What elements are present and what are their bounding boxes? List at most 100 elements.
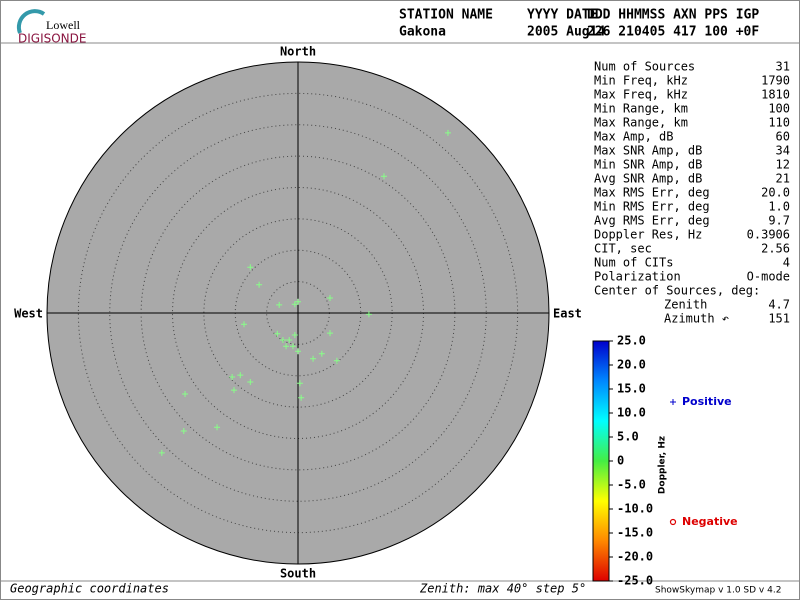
source-point (295, 298, 301, 305)
source-point (247, 379, 254, 386)
source-point (237, 372, 244, 379)
logo-top: Lowell (46, 18, 81, 32)
direction-east: East (553, 307, 582, 321)
source-point (365, 311, 372, 318)
header-label: STATION NAME (399, 8, 493, 23)
header-value: Gakona (399, 25, 446, 40)
source-point (296, 380, 303, 387)
center-title: Center of Sources, deg: (594, 284, 760, 298)
stat-value: O-mode (747, 270, 790, 284)
source-point (291, 301, 298, 308)
source-point (318, 350, 325, 357)
source-point (380, 173, 387, 180)
stat-label: Max Amp, dB (594, 130, 673, 144)
source-point (289, 343, 296, 350)
colorbar-tick-label: -20.0 (617, 550, 653, 564)
stat-label: CIT, sec (594, 242, 652, 256)
colorbar-label: Doppler, Hz (658, 436, 668, 494)
footer-right: ShowSkymap v 1.0 SD v 4.2 (655, 586, 781, 596)
direction-west: West (14, 307, 43, 321)
stat-label: Min Freq, kHz (594, 74, 688, 88)
header-label: YYYY DATE (527, 8, 597, 23)
source-point (256, 281, 263, 288)
center-label: Zenith (664, 298, 707, 312)
colorbar-tick-label: 5.0 (617, 430, 639, 444)
colorbar-tick-label: -25.0 (617, 574, 653, 588)
stat-value: 1810 (761, 88, 790, 102)
stat-value: 12 (776, 158, 790, 172)
stat-label: Num of Sources (594, 60, 695, 74)
source-point (214, 424, 221, 431)
source-point (295, 348, 301, 355)
source-point (276, 301, 283, 308)
legend-marker (669, 518, 677, 526)
legend-label: Negative (682, 515, 738, 528)
center-value: 4.7 (768, 298, 790, 312)
stat-label: Polarization (594, 270, 681, 284)
stat-value: 60 (776, 130, 790, 144)
stat-value: 9.7 (768, 214, 790, 228)
stat-label: Num of CITs (594, 256, 673, 270)
legend-marker (670, 399, 676, 405)
stat-label: Max Freq, kHz (594, 88, 688, 102)
source-point (291, 331, 298, 338)
stat-value: 21 (776, 172, 790, 186)
direction-north: North (280, 45, 316, 59)
header-value: 2005 Aug14 (527, 25, 605, 40)
colorbar-tick-label: 10.0 (617, 406, 646, 420)
stat-value: 0.3906 (747, 228, 790, 242)
stat-value: 1.0 (768, 200, 790, 214)
stat-value: 4 (783, 256, 790, 270)
stat-label: Doppler Res, Hz (594, 228, 702, 242)
stat-value: 20.0 (761, 186, 790, 200)
center-value: 151 (768, 312, 790, 326)
colorbar-tick-label: 15.0 (617, 382, 646, 396)
source-point (274, 330, 281, 337)
stat-label: Min RMS Err, deg (594, 200, 710, 214)
colorbar-tick-label: -15.0 (617, 526, 653, 540)
stat-value: 31 (776, 60, 790, 74)
stat-value: 110 (768, 116, 790, 130)
stat-value: 2.56 (761, 242, 790, 256)
stat-label: Max SNR Amp, dB (594, 144, 702, 158)
source-point (229, 374, 236, 381)
stat-value: 34 (776, 144, 790, 158)
stat-label: Min SNR Amp, dB (594, 158, 702, 172)
stat-label: Avg RMS Err, deg (594, 214, 710, 228)
source-point (230, 387, 237, 394)
source-point (279, 336, 286, 343)
source-point (298, 394, 305, 401)
footer-left: Geographic coordinates (10, 582, 169, 596)
legend-label: Positive (682, 395, 732, 408)
header-label: DDD HHMMSS AXN PPS IGP (587, 8, 759, 23)
stat-value: 1790 (761, 74, 790, 88)
source-point (327, 294, 334, 301)
logo-bottom: DIGISONDE (18, 32, 86, 46)
source-point (310, 355, 317, 362)
stat-label: Max Range, km (594, 116, 688, 130)
source-point (333, 357, 340, 364)
colorbar-tick-label: 25.0 (617, 334, 646, 348)
colorbar-tick-label: -5.0 (617, 478, 646, 492)
footer-middle: Zenith: max 40° step 5° (419, 582, 586, 596)
stat-label: Max RMS Err, deg (594, 186, 710, 200)
source-point (180, 427, 187, 434)
direction-south: South (280, 567, 316, 581)
source-point (241, 321, 248, 328)
colorbar (592, 340, 610, 582)
stat-label: Min Range, km (594, 102, 688, 116)
stat-value: 100 (768, 102, 790, 116)
logo-arc (16, 9, 46, 34)
center-label: Azimuth ↶ (664, 312, 729, 326)
source-point (247, 264, 254, 271)
stat-label: Avg SNR Amp, dB (594, 172, 702, 186)
source-point (182, 390, 189, 397)
colorbar-tick-label: -10.0 (617, 502, 653, 516)
source-point (327, 330, 334, 337)
source-point (286, 336, 293, 343)
colorbar-tick-label: 20.0 (617, 358, 646, 372)
colorbar-tick-label: 0 (617, 454, 624, 468)
source-point (158, 449, 165, 456)
source-point (444, 129, 451, 136)
